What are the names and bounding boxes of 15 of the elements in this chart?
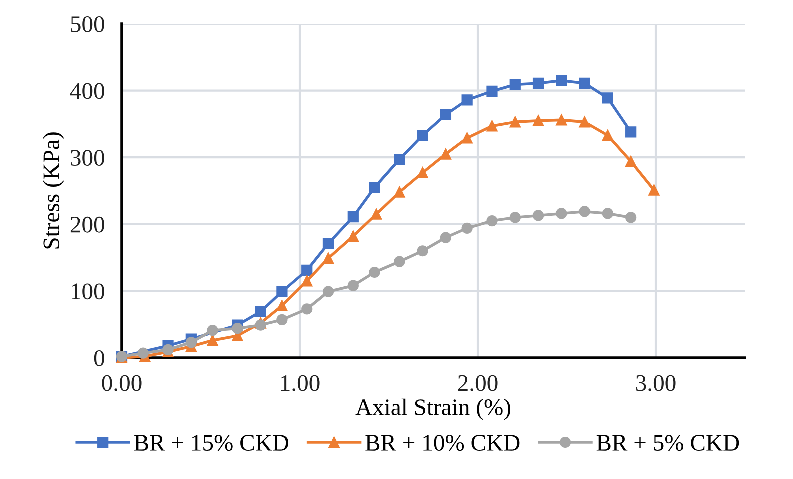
legend-label: BR + 5% CKD bbox=[596, 435, 740, 452]
x-axis-title: Axial Strain (%) bbox=[356, 398, 510, 420]
y-tick-label: 0 bbox=[94, 350, 104, 366]
y-tick-label: 500 bbox=[71, 16, 104, 32]
x-tick-label: 0.00 bbox=[102, 375, 142, 392]
x-tick-label: 2.00 bbox=[458, 375, 498, 392]
legend-label: BR + 15% CKD bbox=[134, 435, 288, 452]
x-tick-label: 3.00 bbox=[636, 375, 676, 392]
y-tick-label: 200 bbox=[70, 216, 104, 233]
legend-label: BR + 10% CKD bbox=[366, 435, 520, 452]
y-axis-title: Stress (KPa) bbox=[42, 132, 64, 249]
y-tick-label: 300 bbox=[71, 150, 104, 166]
x-tick-label: 1.00 bbox=[281, 375, 320, 392]
y-tick-label: 100 bbox=[72, 284, 104, 300]
y-tick-label: 400 bbox=[70, 83, 104, 100]
